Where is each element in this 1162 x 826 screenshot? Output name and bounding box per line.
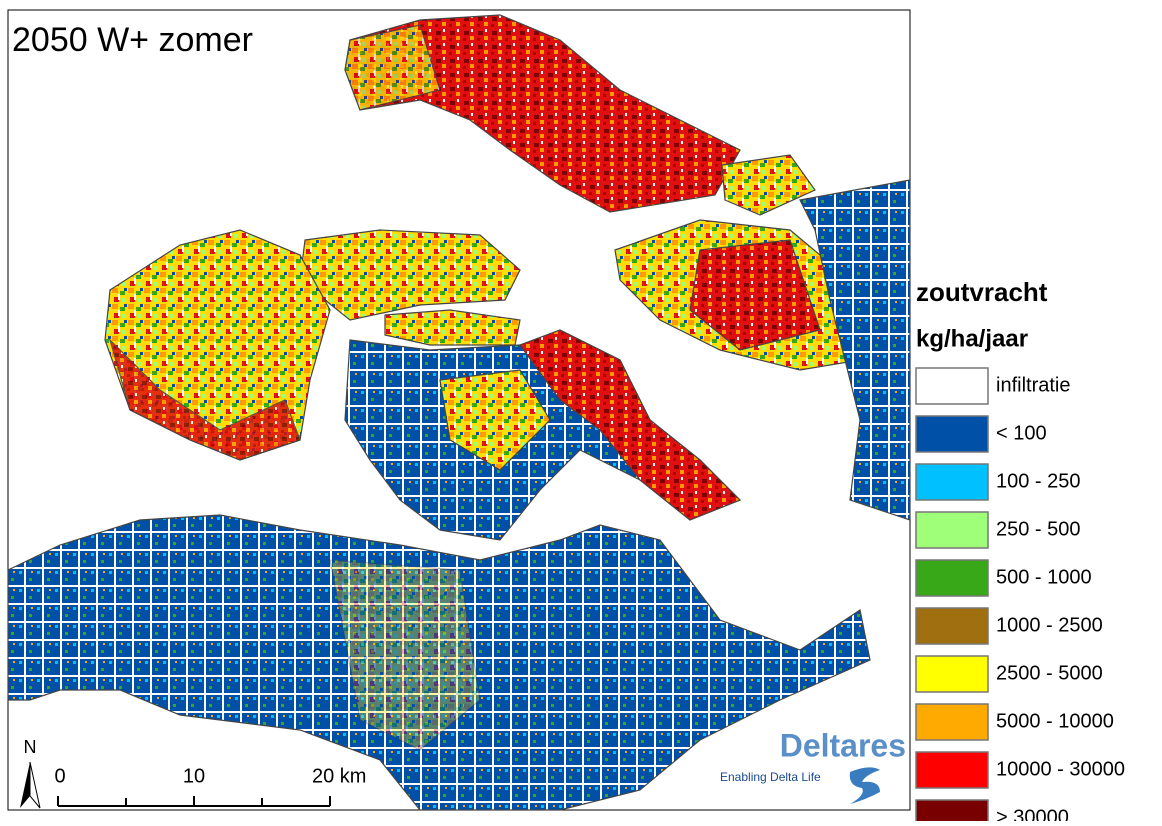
legend-unit: kg/ha/jaar [916,325,1028,352]
scale-label: 20 km [312,765,366,787]
legend-swatch [916,560,988,596]
legend-swatch [916,800,988,821]
legend-swatch [916,464,988,500]
legend-swatch [916,368,988,404]
legend-label: 2500 - 5000 [996,662,1103,684]
map-title: 2050 W+ zomer [12,21,253,59]
legend-swatch [916,752,988,788]
legend-label: 5000 - 10000 [996,710,1114,732]
legend-swatch [916,656,988,692]
legend-swatch [916,416,988,452]
legend-label: 250 - 500 [996,518,1081,540]
scale-label: 0 [54,765,65,787]
legend-swatch [916,512,988,548]
legend-swatch [916,704,988,740]
legend-label: < 100 [996,422,1047,444]
legend-label: 1000 - 2500 [996,614,1103,636]
legend-label: 100 - 250 [996,470,1081,492]
north-label: N [24,737,37,757]
logo-name: Deltares [780,727,906,763]
map-figure: 2050 W+ zomer N 0 10 20 km Deltares Enab… [0,0,1162,821]
legend-label: > 30000 [996,806,1069,821]
legend-label: infiltratie [996,374,1070,396]
legend-swatch [916,608,988,644]
logo-tagline: Enabling Delta Life [720,770,821,784]
legend: infiltratie < 100 100 - 250 250 - 500 500 - … [916,368,1125,821]
legend-title: zoutvracht [916,277,1048,307]
legend-label: 500 - 1000 [996,566,1092,588]
scale-label: 10 [183,765,205,787]
legend-label: 10000 - 30000 [996,758,1125,780]
